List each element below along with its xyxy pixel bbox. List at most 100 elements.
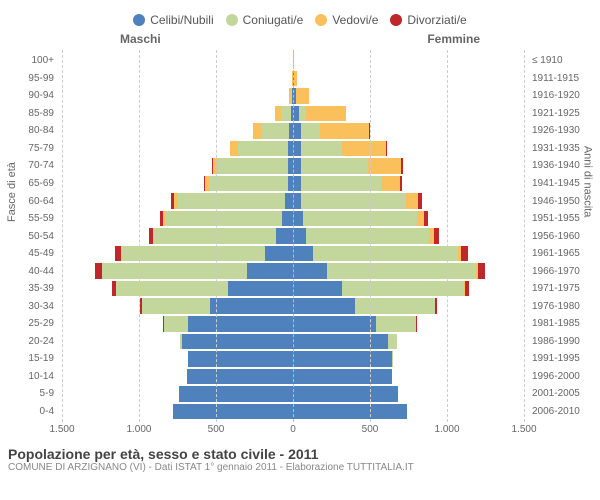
female-bar (293, 141, 524, 157)
bar-segment (142, 298, 210, 314)
page: Celibi/NubiliConiugati/eVedovi/eDivorzia… (0, 0, 600, 500)
x-tick-label: 500 (208, 424, 225, 435)
bar-segment (465, 281, 470, 297)
grid-line (216, 50, 217, 422)
bar-segment (461, 246, 468, 262)
year-label: 1961-1965 (528, 245, 592, 263)
bar-segment (265, 246, 293, 262)
year-label: 1991-1995 (528, 350, 592, 368)
male-bar (62, 71, 293, 87)
female-bar (293, 263, 524, 279)
bar-segment (178, 193, 286, 209)
female-bar (293, 228, 524, 244)
female-bar (293, 53, 524, 69)
female-bar (293, 386, 524, 402)
bar-segment (293, 386, 398, 402)
male-bar (62, 211, 293, 227)
bar-segment (478, 263, 485, 279)
column-headers: Maschi Femmine (0, 32, 600, 50)
bar-segment (293, 141, 301, 157)
bar-segment (122, 246, 265, 262)
bar-segment (301, 176, 381, 192)
grid-line (293, 50, 294, 422)
male-bar (62, 351, 293, 367)
male-bar (62, 334, 293, 350)
female-bar (293, 404, 524, 420)
bar-segment (313, 246, 458, 262)
female-bar (293, 246, 524, 262)
age-label: 60-64 (8, 192, 58, 210)
bar-segment (293, 351, 392, 367)
bar-segment (293, 211, 303, 227)
male-bar (62, 158, 293, 174)
age-label: 45-49 (8, 245, 58, 263)
age-label: 70-74 (8, 157, 58, 175)
male-bar (62, 298, 293, 314)
bar-segment (342, 141, 387, 157)
bar-segment (296, 88, 309, 104)
bar-segment (293, 263, 327, 279)
year-label: 1926-1930 (528, 122, 592, 140)
legend-swatch (133, 14, 145, 26)
bar-segment (355, 298, 435, 314)
bar-segment (182, 334, 293, 350)
bar-segment (165, 211, 282, 227)
year-label: 1911-1915 (528, 70, 592, 88)
female-bar (293, 176, 524, 192)
legend-label: Celibi/Nubili (150, 13, 213, 27)
female-bar (293, 106, 524, 122)
grid-line (62, 50, 63, 422)
age-label: 35-39 (8, 280, 58, 298)
age-label: 25-29 (8, 315, 58, 333)
bar-segment (368, 158, 401, 174)
bar-segment (275, 106, 282, 122)
year-label: 1986-1990 (528, 333, 592, 351)
bar-segment (320, 123, 369, 139)
bar-segment (381, 176, 400, 192)
year-label: ≤ 1910 (528, 52, 592, 70)
legend: Celibi/NubiliConiugati/eVedovi/eDivorzia… (0, 0, 600, 32)
male-bar (62, 53, 293, 69)
age-label: 100+ (8, 52, 58, 70)
bar-segment (293, 316, 376, 332)
bar-segment (188, 351, 293, 367)
age-label: 40-44 (8, 262, 58, 280)
legend-swatch (315, 14, 327, 26)
footer: Popolazione per età, sesso e stato civil… (0, 442, 600, 473)
x-tick-label: 0 (290, 424, 296, 435)
male-bar (62, 141, 293, 157)
bar-segment (293, 228, 306, 244)
bar-segment (210, 298, 293, 314)
bar-segment (293, 298, 355, 314)
bar-segment (301, 158, 367, 174)
bar-segment (238, 141, 289, 157)
legend-swatch (390, 14, 402, 26)
male-bar (62, 246, 293, 262)
age-label: 75-79 (8, 140, 58, 158)
bar-segment (342, 281, 464, 297)
bar-segment (293, 369, 392, 385)
bar-segment (293, 281, 342, 297)
male-bar (62, 281, 293, 297)
male-bar (62, 176, 293, 192)
bar-segment (187, 369, 293, 385)
bar-segment (301, 193, 406, 209)
female-bar (293, 193, 524, 209)
bar-segment (173, 404, 293, 420)
bar-segment (416, 316, 417, 332)
age-label: 0-4 (8, 403, 58, 421)
x-tick-label: 500 (362, 424, 379, 435)
grid-line (447, 50, 448, 422)
age-label: 15-19 (8, 350, 58, 368)
legend-label: Divorziati/e (407, 13, 466, 27)
legend-swatch (226, 14, 238, 26)
age-label: 85-89 (8, 105, 58, 123)
bar-segment (188, 316, 293, 332)
year-labels: ≤ 19101911-19151916-19201921-19251926-19… (528, 52, 592, 420)
bar-segment (209, 176, 288, 192)
age-label: 95-99 (8, 70, 58, 88)
bar-segment (116, 281, 228, 297)
bar-segment (253, 123, 261, 139)
legend-label: Coniugati/e (243, 13, 304, 27)
female-bar (293, 369, 524, 385)
